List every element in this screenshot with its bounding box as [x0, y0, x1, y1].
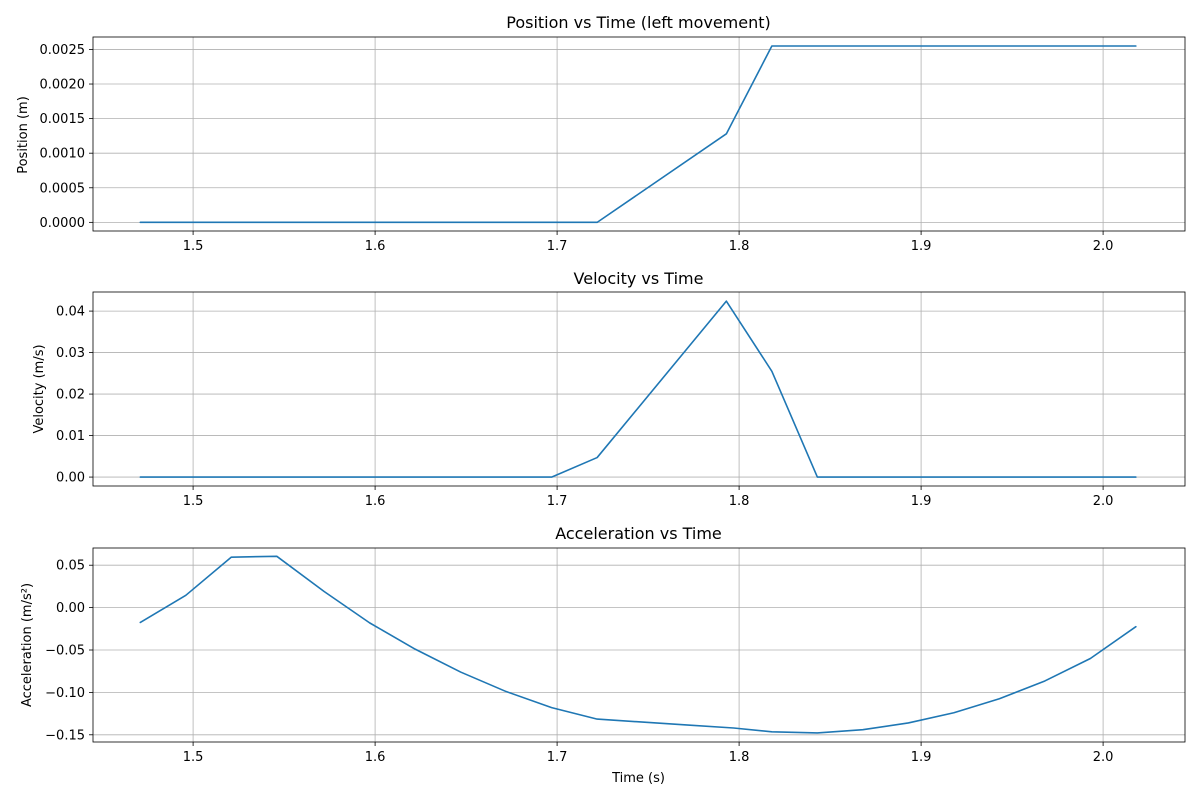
position-chart: Position vs Time (left movement) Positio…	[16, 13, 1186, 254]
acceleration-data-point	[139, 621, 141, 623]
velocity-data-point	[816, 476, 818, 478]
velocity-data-point	[771, 370, 773, 372]
acceleration-data-point	[1135, 625, 1137, 627]
acceleration-x-tick-label: 1.7	[547, 750, 568, 765]
acceleration-data-point	[732, 727, 734, 729]
velocity-data-point	[550, 476, 552, 478]
acceleration-data-point	[953, 712, 955, 714]
acceleration-data-point	[368, 622, 370, 624]
acceleration-data-point	[185, 594, 187, 596]
position-y-axis-label: Position (m)	[16, 96, 31, 174]
velocity-y-tick-label: 0.03	[56, 346, 85, 361]
acceleration-chart: Acceleration vs Time Acceleration (m/s²)…	[20, 524, 1186, 786]
position-gridlines	[93, 37, 1185, 231]
acceleration-data-point	[862, 729, 864, 731]
velocity-y-tick-label: 0.02	[56, 388, 85, 403]
position-y-tick-label: 0.0025	[40, 43, 86, 58]
acceleration-y-tick-label: 0.05	[56, 559, 85, 574]
velocity-x-tick-label: 1.7	[547, 494, 568, 509]
acceleration-data-point	[907, 722, 909, 724]
position-data-point	[1135, 45, 1137, 47]
acceleration-data-point	[816, 732, 818, 734]
acceleration-y-ticks: 0.05 0.00 −0.05 −0.10 −0.15	[45, 559, 93, 743]
position-x-tick-label: 2.0	[1093, 239, 1114, 254]
acceleration-x-tick-label: 2.0	[1093, 750, 1114, 765]
position-y-tick-label: 0.0015	[40, 112, 86, 127]
velocity-data-point	[1135, 476, 1137, 478]
velocity-y-ticks: 0.00 0.01 0.02 0.03 0.04	[56, 305, 93, 486]
position-data-point	[725, 133, 727, 135]
acceleration-y-tick-label: −0.05	[45, 644, 85, 659]
velocity-y-tick-label: 0.01	[56, 429, 85, 444]
acceleration-data-point	[505, 690, 507, 692]
velocity-series-line	[139, 300, 1137, 478]
position-x-tick-label: 1.8	[729, 239, 750, 254]
velocity-x-tick-label: 1.5	[183, 494, 204, 509]
acceleration-y-tick-label: 0.00	[56, 601, 85, 616]
acceleration-data-point	[998, 698, 1000, 700]
position-y-ticks: 0.0000 0.0005 0.0010 0.0015 0.0020 0.0025	[40, 43, 93, 231]
acceleration-x-tick-label: 1.5	[183, 750, 204, 765]
acceleration-y-axis-label: Acceleration (m/s²)	[20, 583, 35, 707]
velocity-data-point	[725, 300, 727, 302]
velocity-data-point	[139, 476, 141, 478]
velocity-y-axis-label: Velocity (m/s)	[32, 344, 47, 433]
velocity-y-tick-label: 0.00	[56, 471, 85, 486]
velocity-chart-title: Velocity vs Time	[574, 269, 704, 288]
position-x-tick-label: 1.9	[911, 239, 932, 254]
acceleration-data-point	[1089, 657, 1091, 659]
velocity-x-ticks: 1.5 1.6 1.7 1.8 1.9 2.0	[183, 486, 1114, 509]
acceleration-x-ticks: 1.5 1.6 1.7 1.8 1.9 2.0	[183, 742, 1114, 765]
acceleration-gridlines	[93, 548, 1185, 742]
acceleration-data-point	[459, 671, 461, 673]
acceleration-data-point	[323, 590, 325, 592]
velocity-plot-frame	[92, 291, 1186, 487]
position-x-tick-label: 1.5	[183, 239, 204, 254]
position-data-point	[596, 221, 598, 223]
position-data-point	[139, 221, 141, 223]
position-y-tick-label: 0.0000	[40, 216, 86, 231]
position-y-tick-label: 0.0005	[40, 181, 86, 196]
x-axis-label: Time (s)	[611, 771, 665, 786]
position-y-tick-label: 0.0010	[40, 147, 86, 162]
acceleration-data-point	[771, 731, 773, 733]
acceleration-data-point	[230, 556, 232, 558]
acceleration-x-tick-label: 1.6	[365, 750, 386, 765]
velocity-y-tick-label: 0.04	[56, 305, 85, 320]
acceleration-series-line	[139, 555, 1137, 734]
acceleration-data-point	[687, 724, 689, 726]
position-y-tick-label: 0.0020	[40, 78, 86, 93]
position-x-tick-label: 1.6	[365, 239, 386, 254]
velocity-x-tick-label: 2.0	[1093, 494, 1114, 509]
acceleration-x-tick-label: 1.8	[729, 750, 750, 765]
acceleration-x-tick-label: 1.9	[911, 750, 932, 765]
position-x-ticks: 1.5 1.6 1.7 1.8 1.9 2.0	[183, 231, 1114, 254]
acceleration-data-point	[1044, 680, 1046, 682]
acceleration-data-point	[276, 555, 278, 557]
position-data-point	[771, 45, 773, 47]
position-chart-title: Position vs Time (left movement)	[506, 13, 771, 32]
acceleration-data-point	[596, 718, 598, 720]
acceleration-y-tick-label: −0.10	[45, 686, 85, 701]
acceleration-y-tick-label: −0.15	[45, 728, 85, 743]
acceleration-chart-title: Acceleration vs Time	[555, 524, 722, 543]
acceleration-plot-frame	[92, 547, 1186, 743]
velocity-chart: Velocity vs Time Velocity (m/s) 1.5 1.6 1.…	[32, 269, 1186, 509]
acceleration-data-point	[550, 706, 552, 708]
position-plot-frame	[92, 36, 1186, 232]
velocity-x-tick-label: 1.9	[911, 494, 932, 509]
acceleration-data-point	[414, 648, 416, 650]
position-x-tick-label: 1.7	[547, 239, 568, 254]
position-series-line	[139, 45, 1137, 224]
velocity-x-tick-label: 1.6	[365, 494, 386, 509]
velocity-data-point	[596, 456, 598, 458]
acceleration-data-point	[641, 721, 643, 723]
velocity-x-tick-label: 1.8	[729, 494, 750, 509]
